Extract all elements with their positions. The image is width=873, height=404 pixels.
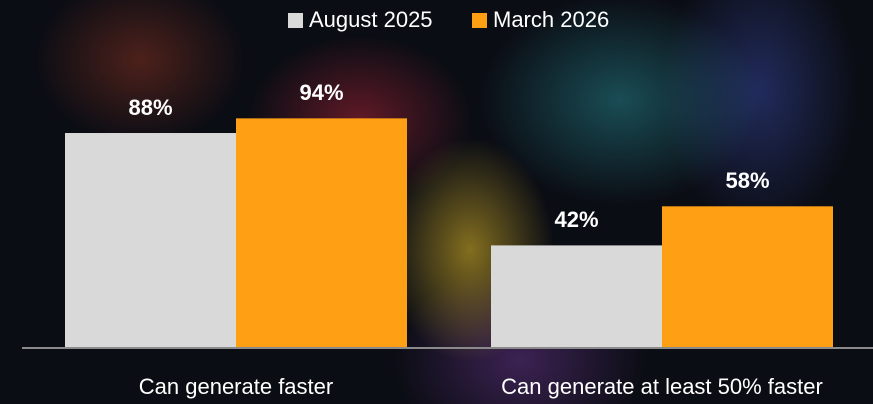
data-label: 58% bbox=[725, 168, 769, 193]
x-tick-label: Can generate faster bbox=[139, 374, 333, 399]
legend-swatch bbox=[472, 13, 487, 28]
legend-label: August 2025 bbox=[309, 7, 433, 32]
data-label: 94% bbox=[299, 80, 343, 105]
legend-swatch bbox=[288, 13, 303, 28]
bar bbox=[662, 206, 833, 348]
legend-label: March 2026 bbox=[493, 7, 609, 32]
x-tick-label: Can generate at least 50% faster bbox=[501, 374, 823, 399]
bar bbox=[65, 133, 236, 348]
data-label: 88% bbox=[128, 95, 172, 120]
bar bbox=[491, 245, 662, 348]
data-label: 42% bbox=[554, 207, 598, 232]
bar bbox=[236, 118, 407, 348]
